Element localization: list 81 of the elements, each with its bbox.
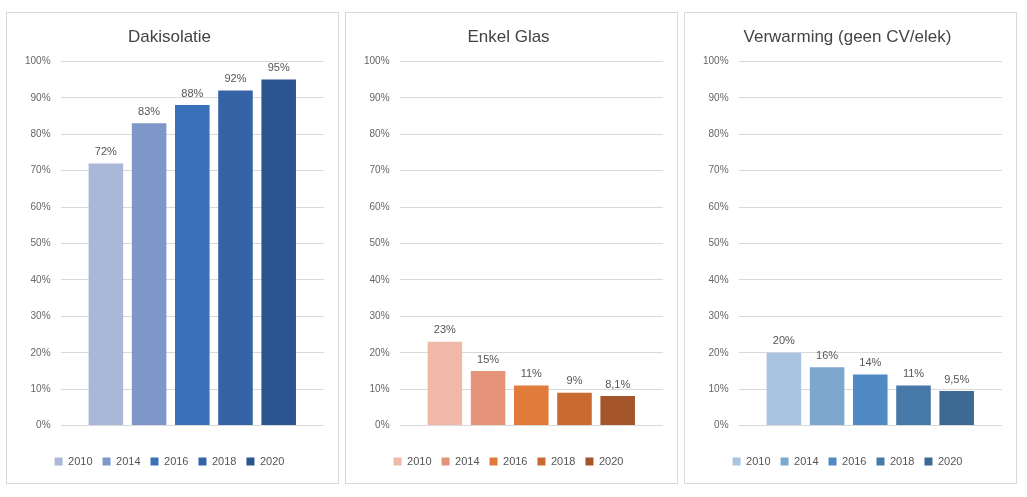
y-tick-label: 60% [369,200,390,212]
data-label: 20% [772,334,796,347]
data-label: 15% [477,352,500,365]
chart-title: Enkel Glas [467,26,550,46]
bar [131,123,167,426]
y-tick-label: 0% [714,419,729,431]
y-tick-label: 40% [30,273,51,285]
y-tick-label: 100% [703,55,729,67]
y-tick-label: 80% [708,127,729,139]
data-label: 11% [520,367,543,380]
legend-label: 2014 [794,454,819,467]
y-tick-label: 30% [708,310,729,322]
bar [218,90,253,426]
y-tick-label: 30% [30,310,51,322]
y-tick-label: 40% [369,273,390,285]
data-label: 92% [224,72,247,85]
bar [557,392,592,426]
legend-label: 2016 [164,454,189,467]
y-tick-label: 0% [36,419,51,431]
y-tick-label: 60% [708,200,729,212]
y-tick-label: 0% [375,419,390,431]
y-tick-label: 100% [364,55,390,67]
bar [896,385,931,426]
y-tick-label: 10% [30,382,51,394]
bar [853,374,888,426]
legend-label: 2010 [68,454,93,467]
y-tick-label: 30% [369,310,390,322]
legend-label: 2014 [116,454,141,467]
y-tick-label: 50% [708,237,729,249]
y-tick-label: 70% [30,164,51,176]
chart-title: Verwarming (geen CV/elek) [743,26,952,46]
y-tick-label: 90% [30,91,51,103]
bar [175,105,210,426]
y-tick-label: 100% [25,55,51,67]
legend-label: 2020 [259,454,285,467]
y-tick-label: 10% [708,382,729,394]
bar [809,367,845,426]
legend-label: 2018 [550,454,576,467]
y-tick-label: 80% [369,127,390,139]
bar [939,391,974,426]
bar [88,163,124,426]
y-tick-label: 20% [708,346,729,358]
bar [514,385,549,426]
data-label: 14% [859,356,882,369]
y-tick-label: 50% [30,237,51,249]
legend-label: 2018 [889,454,915,467]
y-tick-label: 10% [369,382,390,394]
bar [470,370,506,426]
data-label: 16% [816,348,839,361]
data-label: 8,1% [605,377,631,390]
bar [600,396,635,426]
y-tick-label: 80% [30,127,51,139]
legend-label: 2016 [503,454,528,467]
bar [427,341,463,426]
data-label: 72% [94,144,118,157]
data-label: 95% [267,61,290,74]
y-tick-label: 20% [369,346,390,358]
legend-label: 2010 [746,454,771,467]
data-label: 83% [138,104,161,117]
data-label: 11% [902,367,925,380]
y-tick-label: 70% [369,164,390,176]
y-tick-label: 60% [30,200,51,212]
data-label: 23% [433,323,457,336]
data-label: 9,5% [944,372,970,385]
y-tick-label: 90% [369,91,390,103]
y-tick-label: 70% [708,164,729,176]
legend-label: 2010 [407,454,432,467]
y-tick-label: 40% [708,273,729,285]
legend-label: 2018 [211,454,237,467]
legend-label: 2020 [598,454,624,467]
y-tick-label: 50% [369,237,390,249]
legend-label: 2016 [842,454,867,467]
legend-label: 2014 [455,454,480,467]
data-label: 88% [181,86,204,99]
chart-title: Dakisolatie [127,26,212,46]
legend-label: 2020 [937,454,963,467]
y-tick-label: 90% [708,91,729,103]
bar [766,352,802,426]
data-label: 9% [566,374,583,387]
y-tick-label: 20% [30,346,51,358]
bar [261,79,296,426]
